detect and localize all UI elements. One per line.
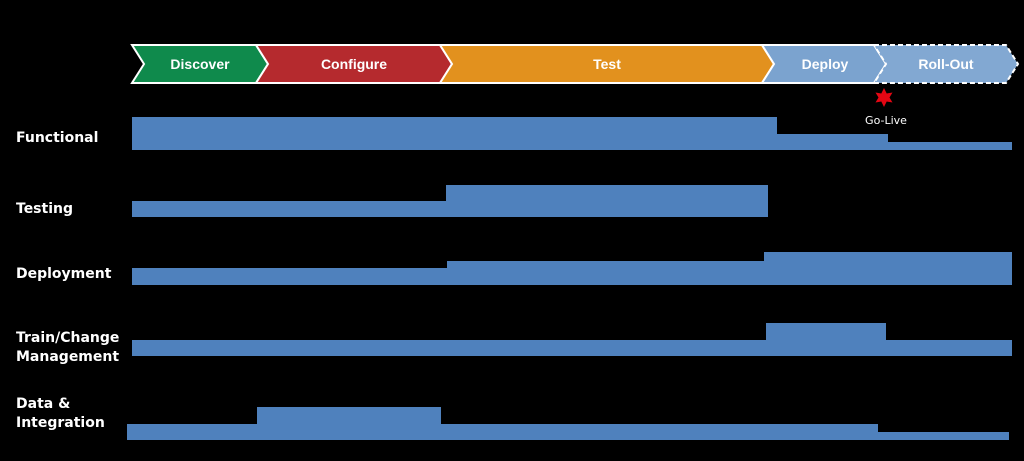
row-label-line: Train/Change bbox=[16, 330, 120, 346]
row-label-deployment: Deployment bbox=[16, 265, 111, 284]
phase-label-roll-out: Roll-Out bbox=[918, 56, 974, 72]
phase-label-test: Test bbox=[593, 56, 621, 72]
effort-bar-train-change-management bbox=[132, 323, 1012, 356]
row-label-line: Functional bbox=[16, 130, 99, 146]
row-label-line: Deployment bbox=[16, 266, 112, 282]
phase-label-configure: Configure bbox=[321, 56, 387, 72]
row-label-line: Testing bbox=[16, 201, 73, 217]
row-label-line: Management bbox=[16, 349, 120, 365]
phase-label-discover: Discover bbox=[170, 56, 230, 72]
star-icon bbox=[875, 88, 893, 107]
effort-bar-testing bbox=[132, 185, 768, 217]
effort-bar-functional bbox=[132, 117, 1012, 150]
row-label-data-integration: Data & Integration bbox=[16, 395, 105, 433]
go-live-milestone: Go-Live bbox=[865, 88, 907, 127]
row-label-testing: Testing bbox=[16, 200, 73, 219]
effort-bars bbox=[127, 117, 1012, 440]
effort-bar-data-integration bbox=[127, 407, 1009, 440]
row-label-line: Data & bbox=[16, 396, 71, 412]
phase-chevron-roll-out bbox=[872, 44, 1020, 84]
effort-bar-deployment bbox=[132, 252, 1012, 285]
row-label-train-change-management: Train/Change Management bbox=[16, 329, 119, 367]
row-label-line: Integration bbox=[16, 415, 105, 431]
row-label-functional: Functional bbox=[16, 129, 98, 148]
phase-chevrons: Discover Configure Test Deploy Roll-Out bbox=[130, 44, 1020, 84]
phase-label-deploy: Deploy bbox=[802, 56, 849, 72]
go-live-label: Go-Live bbox=[865, 114, 907, 127]
